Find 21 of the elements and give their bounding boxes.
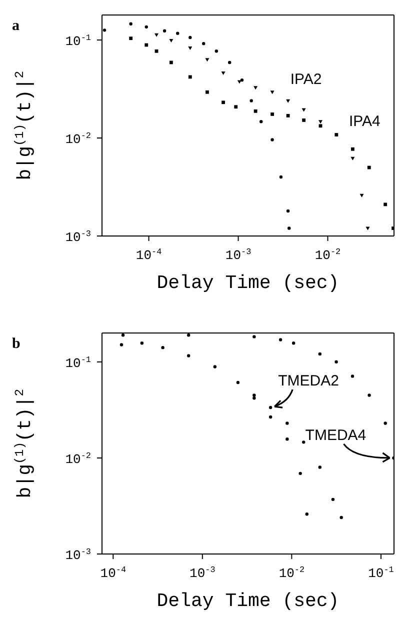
x-tick-label: 10$^{-3}$ [190, 565, 216, 581]
x-tick-label: 10$^{-3}$ [225, 247, 252, 263]
y-tick-label: 10$^{-3}$ [65, 229, 91, 245]
series-label: IPA4 [348, 113, 380, 130]
chart-title: b [12, 336, 20, 353]
x-tick-label: 10$^{-2}$ [278, 565, 305, 581]
x-tick-label: 10$^{-4}$ [136, 247, 162, 263]
y-tick-label: 10$^{-1}$ [65, 354, 91, 371]
series-label: TMEDA2 [278, 372, 339, 390]
series-label: IPA2 [290, 70, 322, 88]
chart-title: a [12, 18, 20, 35]
x-tick-label: 10$^{-2}$ [314, 247, 341, 263]
y-tick-label: 10$^{-1}$ [65, 33, 91, 50]
y-tick-label: 10$^{-3}$ [65, 547, 91, 563]
x-axis-title: Delay Time (sec) [156, 272, 340, 294]
y-tick-label: 10$^{-2}$ [65, 450, 91, 467]
x-tick-label: 10$^{-4}$ [100, 565, 126, 581]
series-label: TMEDA4 [305, 426, 366, 444]
y-tick-label: 10$^{-2}$ [65, 131, 91, 148]
x-tick-label: 10$^{-1}$ [368, 565, 394, 581]
x-axis-title: Delay Time (sec) [156, 590, 340, 612]
